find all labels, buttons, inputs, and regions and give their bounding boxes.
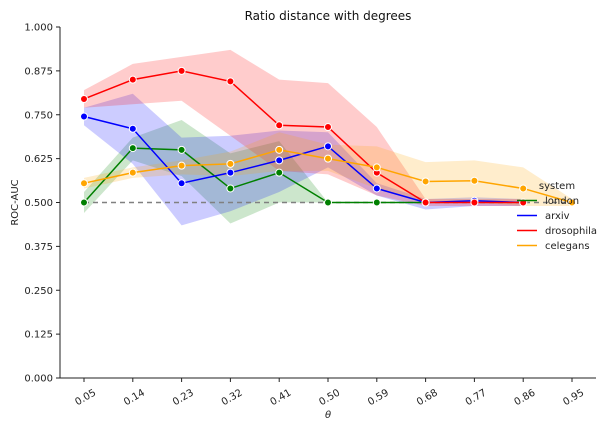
point-drosophila bbox=[128, 75, 137, 84]
point-drosophila bbox=[275, 121, 284, 130]
point-london bbox=[128, 144, 137, 153]
point-arxiv bbox=[177, 179, 186, 188]
point-celegans bbox=[519, 184, 528, 193]
x-tick-label: 0.77 bbox=[464, 388, 489, 409]
point-celegans bbox=[372, 163, 381, 172]
y-tick-label: 0.750 bbox=[24, 110, 53, 121]
x-tick-label: 0.23 bbox=[171, 388, 196, 409]
point-london bbox=[372, 198, 381, 207]
legend-title: system bbox=[539, 181, 575, 192]
point-london bbox=[226, 184, 235, 193]
x-axis-label: θ bbox=[325, 410, 331, 421]
x-tick-label: 0.05 bbox=[73, 388, 98, 409]
point-london bbox=[275, 168, 284, 177]
point-celegans bbox=[80, 179, 88, 188]
point-london bbox=[80, 198, 88, 207]
x-tick-label: 0.14 bbox=[122, 388, 147, 409]
y-tick-label: 0.500 bbox=[24, 198, 53, 209]
legend-label-london: london bbox=[545, 196, 579, 207]
chart-title: Ratio distance with degrees bbox=[245, 9, 412, 23]
point-london bbox=[324, 198, 332, 207]
band-london bbox=[84, 120, 426, 224]
point-arxiv bbox=[275, 156, 284, 165]
legend: system london arxiv drosophila celegans bbox=[517, 181, 597, 252]
point-celegans bbox=[128, 168, 137, 177]
point-drosophila bbox=[470, 198, 479, 207]
point-celegans bbox=[177, 161, 186, 170]
line-london bbox=[83, 147, 426, 204]
point-celegans bbox=[568, 198, 576, 207]
point-celegans bbox=[421, 177, 430, 186]
x-tick-label: 0.86 bbox=[513, 388, 538, 409]
band-drosophila bbox=[84, 49, 524, 207]
point-arxiv bbox=[80, 112, 88, 121]
x-tick-label: 0.59 bbox=[366, 388, 391, 409]
point-celegans bbox=[275, 145, 284, 154]
legend-label-arxiv: arxiv bbox=[545, 211, 570, 222]
legend-label-drosophila: drosophila bbox=[545, 226, 597, 237]
band-celegans bbox=[84, 132, 572, 207]
point-celegans bbox=[470, 176, 479, 185]
x-tick-label: 0.41 bbox=[269, 388, 294, 409]
y-tick-label: 0.250 bbox=[24, 286, 53, 297]
series-points bbox=[80, 66, 576, 207]
point-celegans bbox=[324, 154, 332, 163]
y-tick-label: 0.125 bbox=[24, 330, 53, 341]
point-drosophila bbox=[177, 66, 186, 75]
point-drosophila bbox=[80, 94, 88, 103]
y-tick-label: 0.375 bbox=[24, 242, 53, 253]
x-tick-label: 0.32 bbox=[220, 388, 245, 409]
band-arxiv bbox=[84, 93, 524, 226]
point-arxiv bbox=[226, 168, 235, 177]
point-drosophila bbox=[324, 123, 332, 132]
y-tick-label: 0.625 bbox=[24, 154, 53, 165]
point-arxiv bbox=[372, 184, 381, 193]
line-arxiv bbox=[83, 115, 524, 204]
confidence-bands bbox=[84, 49, 572, 226]
point-arxiv bbox=[128, 124, 137, 133]
point-drosophila bbox=[226, 77, 235, 86]
y-tick-label: 1.000 bbox=[24, 23, 53, 34]
x-tick-label: 0.68 bbox=[415, 388, 440, 409]
x-tick-label: 0.95 bbox=[561, 388, 586, 409]
point-celegans bbox=[226, 159, 235, 168]
line-drosophila bbox=[83, 70, 524, 204]
x-tick-label: 0.50 bbox=[317, 388, 342, 409]
y-axis-label: ROC-AUC bbox=[10, 179, 21, 225]
y-tick-label: 0.000 bbox=[24, 374, 53, 385]
y-tick-label: 0.875 bbox=[24, 66, 53, 77]
legend-label-celegans: celegans bbox=[545, 241, 590, 252]
point-london bbox=[177, 145, 186, 154]
point-drosophila bbox=[421, 198, 430, 207]
series-lines bbox=[83, 70, 573, 204]
point-arxiv bbox=[324, 142, 332, 151]
